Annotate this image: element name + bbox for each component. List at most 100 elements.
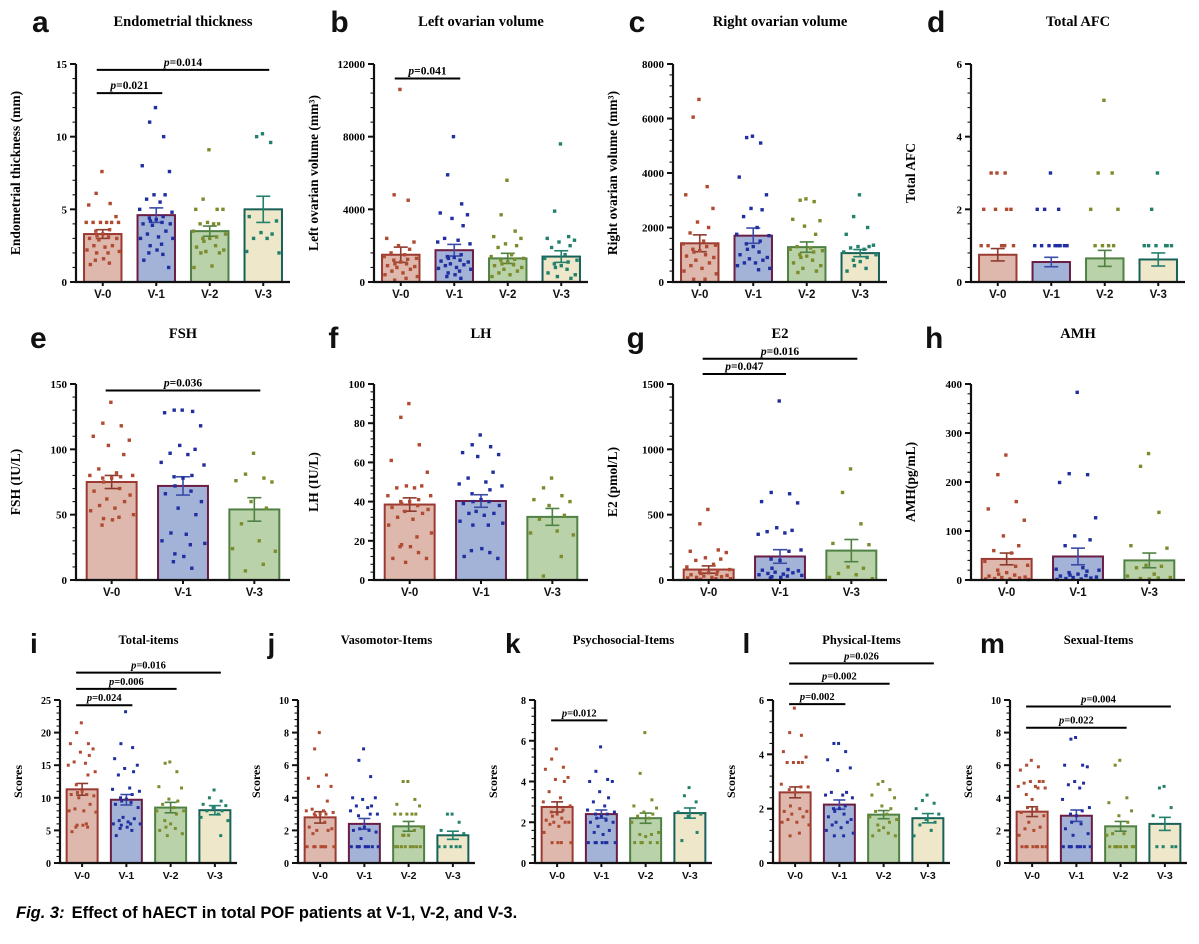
bar-k-V-3 [673, 812, 707, 865]
panel-label-h: h [924, 322, 944, 355]
figure-panel-b: b Left ovarian volume Left ovarian volume … [304, 6, 600, 308]
x-tick-j-V-0: V-0 [312, 870, 328, 882]
svg-text:0: 0 [46, 859, 51, 870]
figure-panel-g: g E2 E2 (pmol/L) 0 500 1000 1500 V-0 V-1 V-3 p=0.0… [603, 322, 899, 614]
error-bars-b [394, 243, 569, 265]
scatter-points-k [541, 731, 703, 845]
svg-text:8000: 8000 [343, 132, 366, 144]
chart-e: FSH FSH (IU/L) 0 50 100 150 V-0 V-1 V-3 p=0.036 [8, 326, 290, 599]
significance-lines-l: p=0.002 p=0.002 p=0.026 [788, 651, 934, 706]
svg-text:25: 25 [41, 696, 51, 707]
scatter-points-d [979, 98, 1174, 248]
figure-panel-e: e FSH FSH (IU/L) 0 50 100 150 V-0 V-1 V-3 p=0.036 [6, 322, 302, 614]
svg-text:2: 2 [996, 826, 1001, 837]
svg-text:0: 0 [62, 575, 68, 587]
x-tick-k-V-3: V-3 [682, 870, 698, 882]
significance-lines-a: p=0.021 p=0.014 [96, 57, 270, 95]
bar-i-V-3 [198, 809, 232, 865]
x-tick-a-V-0: V-0 [94, 289, 111, 301]
x-tick-m-V-0: V-0 [1024, 870, 1040, 882]
x-tick-h-V-3: V-3 [1141, 587, 1158, 599]
svg-text:300: 300 [945, 428, 962, 440]
svg-text:0: 0 [62, 277, 68, 289]
x-tick-g-V-0: V-0 [700, 587, 717, 599]
chart-c: Right ovarian volume Right ovarian volume… [605, 14, 887, 301]
chart-title-g: E2 [771, 326, 788, 342]
y-axis-label-h: AMH(pg/mL) [903, 442, 918, 522]
x-tick-m-V-2: V-2 [1113, 870, 1129, 882]
significance-lines-g: p=0.047 p=0.016 [702, 346, 857, 375]
x-tick-l-V-1: V-1 [831, 870, 847, 882]
bars-j [303, 816, 469, 865]
x-tick-h-V-0: V-0 [998, 587, 1015, 599]
significance-lines-k: p=0.012 [551, 708, 608, 722]
bar-j-V-0 [303, 816, 337, 864]
svg-text:2000: 2000 [642, 223, 665, 235]
svg-text:4000: 4000 [642, 168, 665, 180]
scatter-points-l [779, 706, 940, 838]
svg-text:400: 400 [945, 379, 962, 391]
bars-e [85, 481, 281, 581]
x-tick-j-V-3: V-3 [444, 870, 460, 882]
bars-l [778, 791, 944, 865]
x-tick-d-V-2: V-2 [1096, 289, 1113, 301]
bar-k-V-0 [540, 805, 574, 864]
error-bars-i [76, 782, 221, 816]
bar-c-V-3 [840, 252, 880, 284]
bar-l-V-1 [822, 803, 856, 864]
svg-text:6000: 6000 [642, 114, 665, 126]
bar-m-V-0 [1015, 810, 1049, 864]
svg-text:10: 10 [991, 696, 1001, 707]
svg-text:6: 6 [996, 761, 1001, 772]
y-axis-label-d: Total AFC [903, 143, 918, 203]
svg-text:2: 2 [284, 826, 289, 837]
chart-title-j: Vasomotor-Items [340, 633, 432, 647]
error-bars-h [999, 547, 1157, 569]
figure-caption: Fig. 3: Effect of hAECT in total POF pati… [16, 904, 1199, 923]
p-value-label: p=0.041 [408, 66, 447, 78]
bar-i-V-1 [109, 798, 143, 864]
svg-text:8: 8 [284, 729, 289, 740]
svg-text:20: 20 [41, 729, 51, 740]
bars-b [381, 249, 582, 283]
y-axis-label-m: Scores [961, 765, 975, 798]
axes-e: 0 50 100 150 [51, 379, 256, 587]
svg-text:6: 6 [284, 761, 289, 772]
x-tick-l-V-3: V-3 [919, 870, 935, 882]
figure-panel-d: d Total AFC Total AFC 0 2 4 6 V-0 V-1 V-2 V-3 [901, 6, 1197, 308]
chart-title-a: Endometrial thickness [114, 14, 253, 30]
svg-text:60: 60 [354, 457, 366, 469]
scatter-points-g [684, 399, 874, 582]
p-value-label: p=0.006 [108, 677, 144, 688]
y-axis-label-k: Scores [486, 765, 500, 798]
scatter-points-a [84, 105, 281, 270]
svg-text:4: 4 [996, 794, 1001, 805]
bar-l-V-0 [778, 791, 812, 864]
axes-h: 0 100 200 300 400 [945, 379, 1151, 587]
p-value-label: p=0.004 [1080, 695, 1117, 706]
figure-panel-j: j Vasomotor-Items Scores 0 2 4 6 8 10 V-0 V-1 V-2 V-… [246, 622, 483, 890]
x-tick-a-V-3: V-3 [255, 289, 272, 301]
svg-text:2: 2 [956, 204, 962, 216]
figure-panel-m: m Sexual-Items Scores 0 2 4 6 8 10 V-0 V-1 V-2 V-3 p=… [958, 622, 1195, 890]
svg-text:0: 0 [956, 277, 962, 289]
svg-text:4000: 4000 [343, 204, 366, 216]
x-tick-b-V-2: V-2 [499, 289, 516, 301]
svg-text:40: 40 [354, 497, 366, 509]
chart-title-c: Right ovarian volume [712, 14, 847, 30]
svg-text:4: 4 [521, 778, 526, 789]
panel-label-m: m [980, 628, 1005, 659]
svg-text:100: 100 [349, 379, 366, 391]
svg-text:20: 20 [354, 536, 366, 548]
significance-lines-m: p=0.022 p=0.004 [1026, 695, 1171, 729]
scatter-points-j [304, 731, 465, 849]
y-axis-label-i: Scores [11, 765, 25, 798]
scatter-points-c [681, 97, 878, 281]
x-tick-a-V-2: V-2 [201, 289, 218, 301]
p-value-label: p=0.026 [843, 651, 879, 662]
p-value-label: p=0.022 [1058, 716, 1094, 727]
bars-f [384, 500, 579, 581]
bars-c [679, 234, 880, 284]
figure-row-2: e FSH FSH (IU/L) 0 50 100 150 V-0 V-1 V-3 p=0.036 f… [0, 322, 1199, 614]
scatter-points-b [382, 87, 580, 282]
